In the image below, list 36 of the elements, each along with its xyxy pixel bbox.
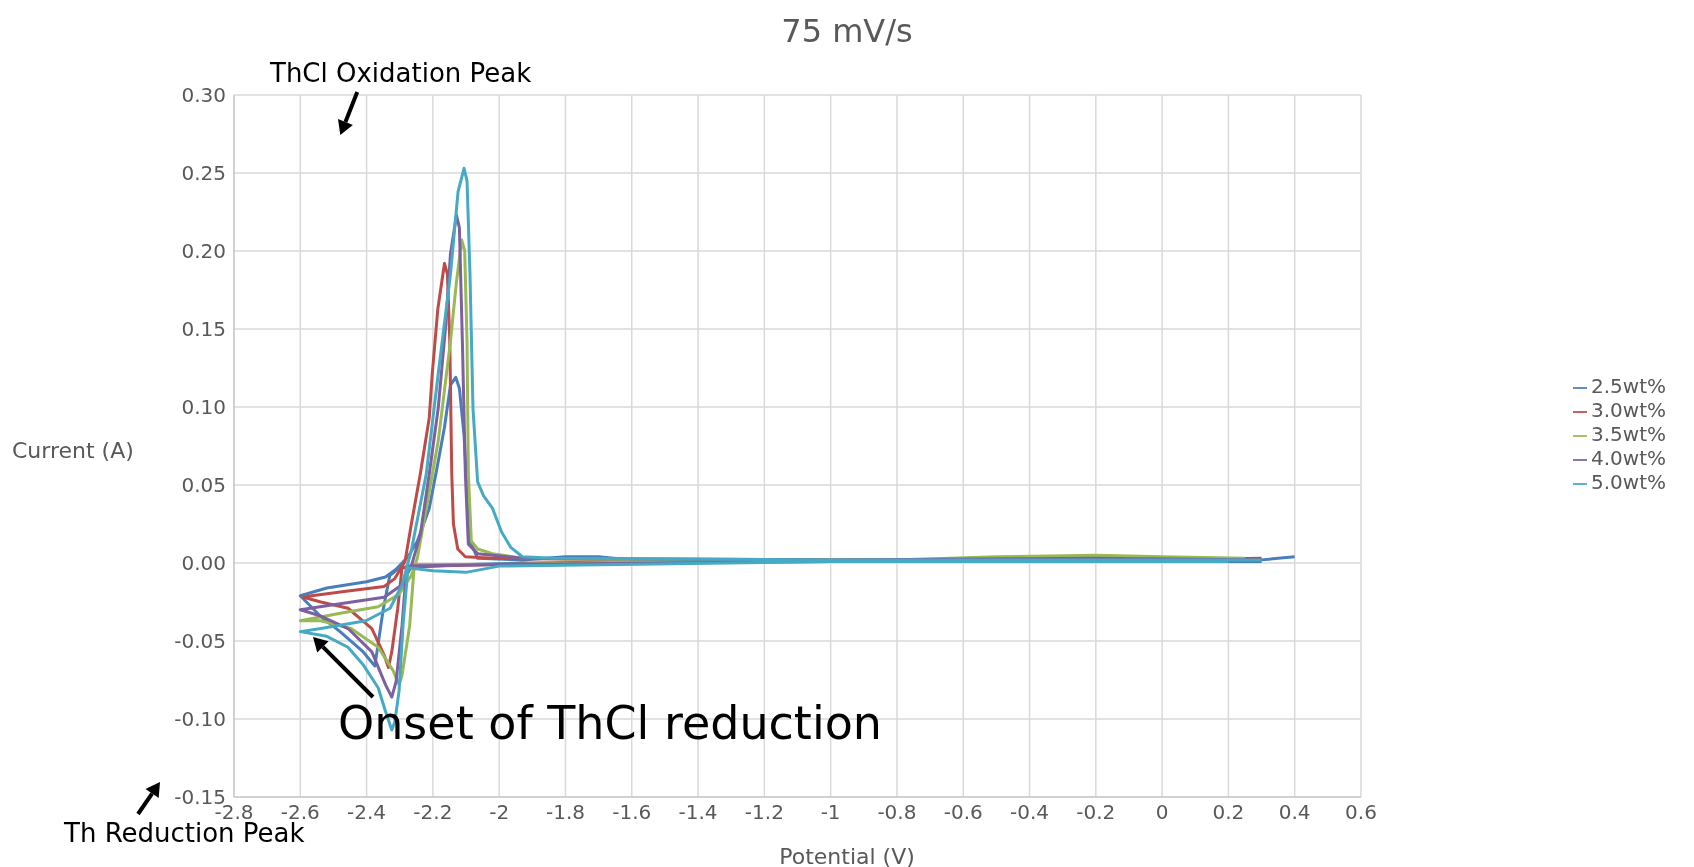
x-tick-label: -2.4 [347, 800, 387, 825]
legend-label: 5.0wt% [1590, 470, 1666, 494]
x-tick-label: -0.6 [943, 800, 983, 825]
x-tick-label: -1.8 [545, 800, 585, 825]
legend-label: 2.5wt% [1590, 374, 1666, 398]
x-tick-label: -0.2 [1076, 800, 1116, 825]
x-tick-label: -1.6 [612, 800, 652, 825]
x-axis-title: Potential (V) [779, 844, 915, 867]
y-tick-label: 0.20 [181, 239, 226, 264]
text: Th Reduction Peak [64, 818, 305, 848]
x-tick-label: -1.2 [744, 800, 784, 825]
x-tick-label: -0.4 [1010, 800, 1050, 825]
y-tick-label: 0.05 [181, 473, 226, 498]
x-tick-label: 0.2 [1212, 800, 1245, 825]
chart-title: 75 mV/s [780, 12, 914, 50]
y-tick-label: 0.30 [181, 83, 226, 108]
x-tick-label: -0.8 [877, 800, 917, 825]
x-tick-label: -2.2 [413, 800, 453, 825]
x-tick-label: -2 [489, 800, 510, 825]
y-tick-label: -0.05 [174, 629, 226, 654]
legend-label: 3.0wt% [1590, 398, 1666, 422]
annotation: Onset of ThCl reduction [338, 696, 882, 750]
x-tick-label: -1 [820, 800, 841, 825]
y-tick-label: -0.10 [174, 707, 226, 732]
legend-label: 4.0wt% [1590, 446, 1666, 470]
legend-label: 3.5wt% [1590, 422, 1666, 446]
x-tick-label: -1.4 [678, 800, 718, 825]
x-tick-label: 0.6 [1345, 800, 1377, 825]
y-tick-label: 0.25 [181, 161, 226, 186]
y-tick-label: 0.10 [181, 395, 226, 420]
x-tick-label: 0.4 [1278, 800, 1311, 825]
y-tick-label: 0.15 [181, 317, 226, 342]
y-axis-title: Current (A) [12, 438, 134, 463]
y-tick-label: 0.00 [181, 551, 226, 576]
x-tick-label: 0 [1155, 800, 1169, 825]
text: ThCl Oxidation Peak [270, 58, 532, 88]
